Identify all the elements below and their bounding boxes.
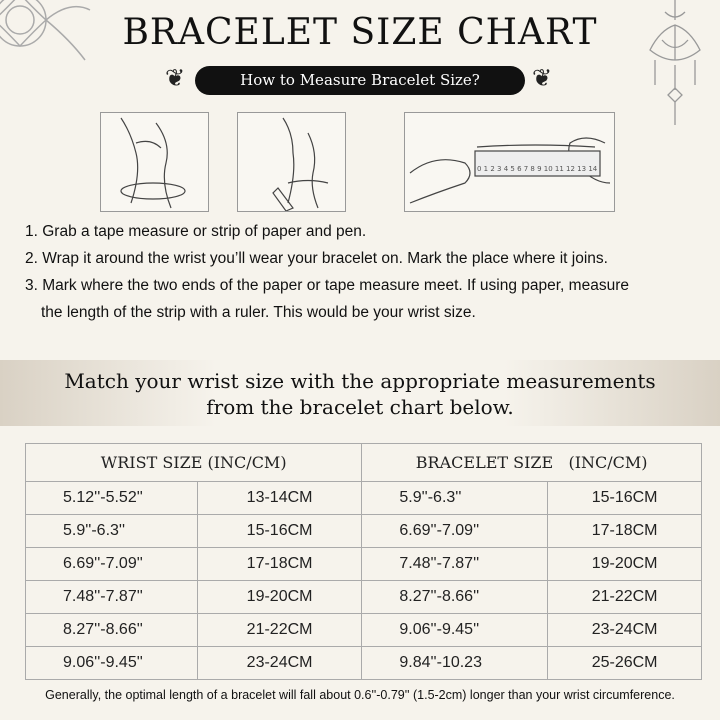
bracelet-inches-cell: 9.06''-9.45'' — [361, 613, 549, 647]
lotus-corner-icon — [0, 0, 91, 61]
bracelet-inches-cell: 6.69''-7.09'' — [361, 514, 549, 548]
table-row: 5.12''-5.52'' 13-14CM 5.9''-6.3'' 15-16CM — [25, 481, 702, 515]
bracelet-cm-cell: 25-26CM — [547, 646, 702, 680]
bracelet-cm-cell: 21-22CM — [547, 580, 702, 614]
wrist-inches-cell: 6.69''-7.09'' — [25, 547, 198, 581]
table-row: 7.48''-7.87'' 19-20CM 8.27''-8.66'' 21-22CM — [25, 580, 702, 614]
wrist-inches-cell: 7.48''-7.87'' — [25, 580, 198, 614]
bracelet-inches-cell: 8.27''-8.66'' — [361, 580, 549, 614]
bracelet-size-header: BRACELET SIZE (INC/CM) — [361, 443, 702, 482]
table-row: 5.9''-6.3'' 15-16CM 6.69''-7.09'' 17-18CM — [25, 514, 702, 548]
bracelet-inches-cell: 5.9''-6.3'' — [361, 481, 549, 515]
table-row: 8.27''-8.66'' 21-22CM 9.06''-9.45'' 23-24CM — [25, 613, 702, 647]
hanging-lotus-icon — [649, 0, 701, 125]
footnote: Generally, the optimal length of a brace… — [45, 688, 675, 702]
wrist-inches-cell: 5.12''-5.52'' — [25, 481, 198, 515]
wrist-inches-cell: 9.06''-9.45'' — [25, 646, 198, 680]
wrist-inches-cell: 5.9''-6.3'' — [25, 514, 198, 548]
bracelet-cm-cell: 17-18CM — [547, 514, 702, 548]
bracelet-cm-cell: 15-16CM — [547, 481, 702, 515]
step-1: 1. Grab a tape measure or strip of paper… — [25, 223, 367, 240]
size-chart-table: WRIST SIZE (INC/CM) BRACELET SIZE (INC/C… — [24, 443, 702, 680]
bracelet-cm-cell: 19-20CM — [547, 547, 702, 581]
wrist-size-header: WRIST SIZE (INC/CM) — [24, 443, 363, 482]
subtitle-badge: How to Measure Bracelet Size? — [195, 66, 525, 95]
wrist-cm-cell: 17-18CM — [196, 547, 363, 581]
table-header-row: WRIST SIZE (INC/CM) BRACELET SIZE (INC/C… — [24, 443, 702, 482]
banner-line-1: Match your wrist size with the appropria… — [64, 369, 656, 393]
page-title: BRACELET SIZE CHART — [122, 12, 598, 53]
table-row: 9.06''-9.45'' 23-24CM 9.84''-10.23 25-26CM — [25, 646, 702, 680]
instruction-steps: 1. Grab a tape measure or strip of paper… — [25, 218, 715, 326]
banner-line-2: from the bracelet chart below. — [206, 395, 514, 419]
bracelet-inches-cell: 7.48''-7.87'' — [361, 547, 549, 581]
flourish-right-icon: ❦ — [532, 64, 553, 92]
wrist-cm-cell: 19-20CM — [196, 580, 363, 614]
hand-mark-illustration — [237, 112, 346, 212]
match-instruction-banner: Match your wrist size with the appropria… — [0, 360, 720, 426]
table-row: 6.69''-7.09'' 17-18CM 7.48''-7.87'' 19-20CM — [25, 547, 702, 581]
wrist-inches-cell: 8.27''-8.66'' — [25, 613, 198, 647]
bracelet-cm-cell: 23-24CM — [547, 613, 702, 647]
ruler-numbers: 0 1 2 3 4 5 6 7 8 9 10 11 12 13 14 — [477, 165, 598, 173]
wrist-cm-cell: 15-16CM — [196, 514, 363, 548]
hand-wrap-illustration — [100, 112, 209, 212]
step-3-continued: the length of the strip with a ruler. Th… — [41, 304, 476, 321]
wrist-cm-cell: 13-14CM — [196, 481, 363, 515]
flourish-left-icon: ❦ — [165, 64, 186, 92]
step-2: 2. Wrap it around the wrist you’ll wear … — [25, 250, 608, 267]
wrist-cm-cell: 21-22CM — [196, 613, 363, 647]
bracelet-inches-cell: 9.84''-10.23 — [361, 646, 549, 680]
wrist-cm-cell: 23-24CM — [196, 646, 363, 680]
ruler-measure-illustration: 0 1 2 3 4 5 6 7 8 9 10 11 12 13 14 — [404, 112, 615, 212]
step-3: 3. Mark where the two ends of the paper … — [25, 277, 629, 294]
